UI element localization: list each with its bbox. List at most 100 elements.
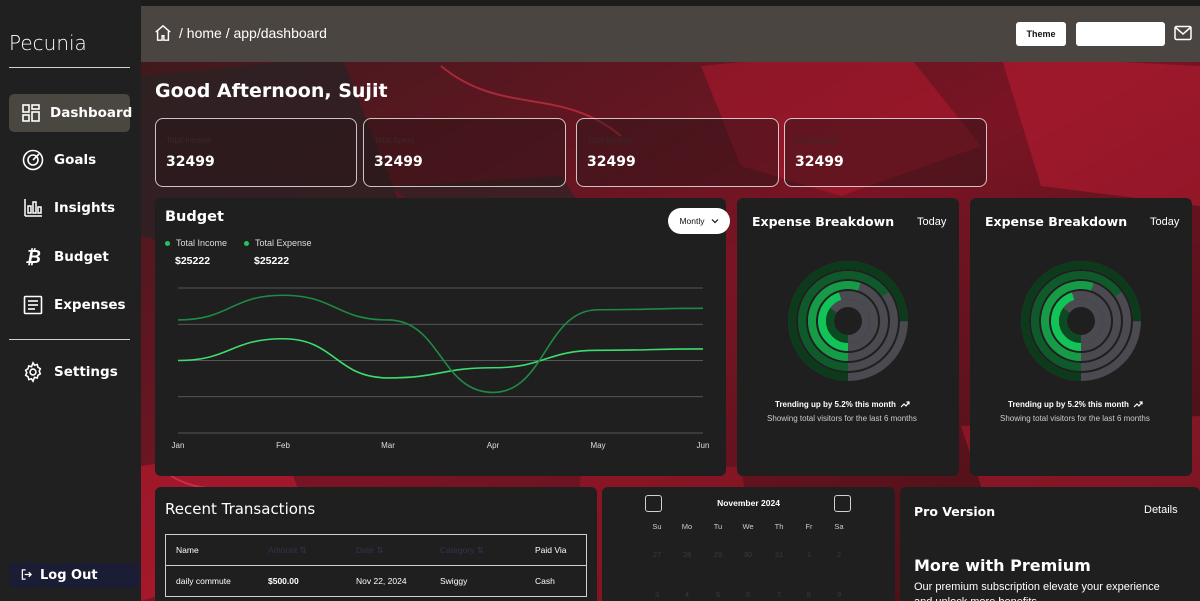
calendar-day[interactable]: 31 (774, 550, 784, 559)
sidebar-item-label: Settings (54, 364, 118, 380)
chevron-down-icon (711, 219, 718, 224)
budget-title: Budget (165, 209, 224, 225)
calendar-day[interactable]: 8 (806, 590, 812, 599)
legend-label: Total Expense (255, 238, 312, 248)
calendar-card: November 2024 Su Mo Tu We Th Fr Sa 27 28 29 30 31 1 2… (602, 487, 895, 601)
home-icon[interactable] (154, 24, 172, 42)
stat-card: Total Income 32499 (155, 118, 357, 187)
stat-label: Total Income (166, 136, 212, 145)
target-icon (22, 149, 44, 171)
dashboard-icon (22, 102, 40, 124)
calendar-day[interactable]: 9 (836, 590, 842, 599)
weekday-label: Mo (681, 522, 693, 531)
list-icon (22, 294, 44, 316)
calendar-day[interactable]: 6 (745, 590, 751, 599)
breadcrumb-path[interactable]: / home / app/dashboard (179, 25, 327, 41)
sidebar-item-label: Goals (54, 152, 97, 168)
weekday-label: We (742, 522, 754, 531)
calendar-day[interactable]: 2 (836, 550, 842, 559)
calendar-day[interactable]: 1 (806, 550, 812, 559)
stat-label: Total Income (587, 136, 633, 145)
sidebar-item-label: Insights (54, 200, 116, 216)
weekday-label: Su (652, 522, 662, 531)
mail-icon[interactable] (1174, 25, 1192, 41)
period-select[interactable]: Montly (668, 208, 730, 234)
divider (9, 67, 130, 68)
column-header-label: Date (356, 544, 374, 555)
legend-value: $25222 (254, 255, 290, 267)
table-header-row: Name Amount ⇅ Date ⇅ Category ⇅ Paid Via (166, 535, 586, 566)
ring-value (1051, 291, 1111, 351)
sort-icon: ⇅ (476, 544, 484, 555)
sidebar-item-dashboard[interactable]: Dashboard (9, 94, 133, 132)
note-text: Showing total visitors for the last 6 mo… (767, 414, 917, 423)
cell-paid-via: Cash (535, 576, 555, 586)
recent-transactions-card: Recent Transactions Name Amount ⇅ Date ⇅… (155, 487, 597, 601)
calendar-day[interactable]: 30 (743, 550, 753, 559)
transactions-table: Name Amount ⇅ Date ⇅ Category ⇅ Paid Via… (165, 534, 587, 597)
sidebar-item-insights[interactable]: Insights (9, 189, 130, 227)
theme-button[interactable]: Theme (1016, 22, 1066, 46)
weekday-label: Fr (805, 522, 813, 531)
pro-heading: More with Premium (914, 556, 1091, 575)
calendar-day[interactable]: 5 (715, 590, 721, 599)
sidebar-item-label: Budget (54, 249, 109, 265)
calendar-prev-button[interactable] (645, 495, 662, 512)
sort-icon: ⇅ (299, 544, 307, 555)
series-line-total-income (177, 337, 704, 379)
column-header-sortable[interactable]: Category ⇅ (430, 545, 525, 556)
calendar-day[interactable]: 27 (652, 550, 662, 559)
trending-up-icon (1133, 401, 1143, 408)
table-row[interactable]: daily commute $500.00 Nov 22, 2024 Swigg… (166, 566, 586, 597)
period-label: Today (1150, 216, 1180, 228)
trend-text: Trending up by 5.2% this month (1008, 400, 1143, 409)
period-label: Today (917, 216, 947, 228)
profile-button[interactable] (1076, 22, 1165, 46)
legend-label: Total Income (176, 238, 228, 248)
calendar-day[interactable]: 7 (776, 590, 782, 599)
logout-button[interactable]: Log Out (9, 563, 140, 588)
calendar-month: November 2024 (717, 498, 780, 508)
cell-category: Swiggy (440, 576, 468, 586)
x-tick-label: Mar (381, 441, 395, 450)
recent-transactions-title: Recent Transactions (165, 500, 316, 518)
details-link[interactable]: Details (1144, 504, 1178, 516)
stat-value: 32499 (587, 154, 636, 170)
column-header-sortable[interactable]: Amount ⇅ (258, 545, 346, 556)
calendar-day[interactable]: 4 (684, 590, 690, 599)
note-text: Showing total visitors for the last 6 mo… (1000, 414, 1150, 423)
column-header: Name (176, 545, 199, 555)
column-header-label: Category (440, 544, 475, 555)
breadcrumb: / home / app/dashboard (154, 24, 327, 42)
pro-version-card: Pro Version Details More with Premium Ou… (900, 487, 1200, 601)
brand-logo: Pecunia (9, 31, 87, 55)
trend-text: Trending up by 5.2% this month (775, 400, 910, 409)
x-tick-label: Feb (276, 441, 290, 450)
cell-amount: $500.00 (268, 576, 299, 586)
ring-value (1031, 271, 1131, 371)
series-line-total-expense (177, 294, 704, 394)
insights-icon (22, 197, 44, 219)
budget-card: Budget Montly Total Income $25222 Total … (155, 198, 730, 476)
trend-label: Trending up by 5.2% this month (1008, 400, 1129, 409)
calendar-day[interactable]: 28 (682, 550, 692, 559)
calendar-day[interactable]: 29 (713, 550, 723, 559)
topbar: / home / app/dashboard Theme (141, 6, 1200, 62)
greeting: Good Afternoon, Sujit (155, 80, 388, 102)
calendar-next-button[interactable] (834, 495, 851, 512)
sidebar-item-expenses[interactable]: Expenses (9, 286, 130, 324)
sidebar-item-settings[interactable]: Settings (9, 353, 130, 391)
stat-label: Total Income (795, 136, 841, 145)
sidebar-item-label: Dashboard (50, 105, 133, 121)
sidebar-item-goals[interactable]: Goals (9, 141, 130, 179)
ring-value (1041, 281, 1121, 361)
legend-value: $25222 (175, 255, 211, 267)
ring-value (808, 281, 888, 361)
stat-value: 32499 (795, 154, 844, 170)
cell-date: Nov 22, 2024 (356, 576, 407, 586)
ring-value (818, 291, 878, 351)
sidebar-item-budget[interactable]: ₿ Budget (9, 238, 130, 276)
calendar-day[interactable]: 3 (654, 590, 660, 599)
column-header-sortable[interactable]: Date ⇅ (346, 545, 430, 556)
ring-value (788, 261, 908, 381)
